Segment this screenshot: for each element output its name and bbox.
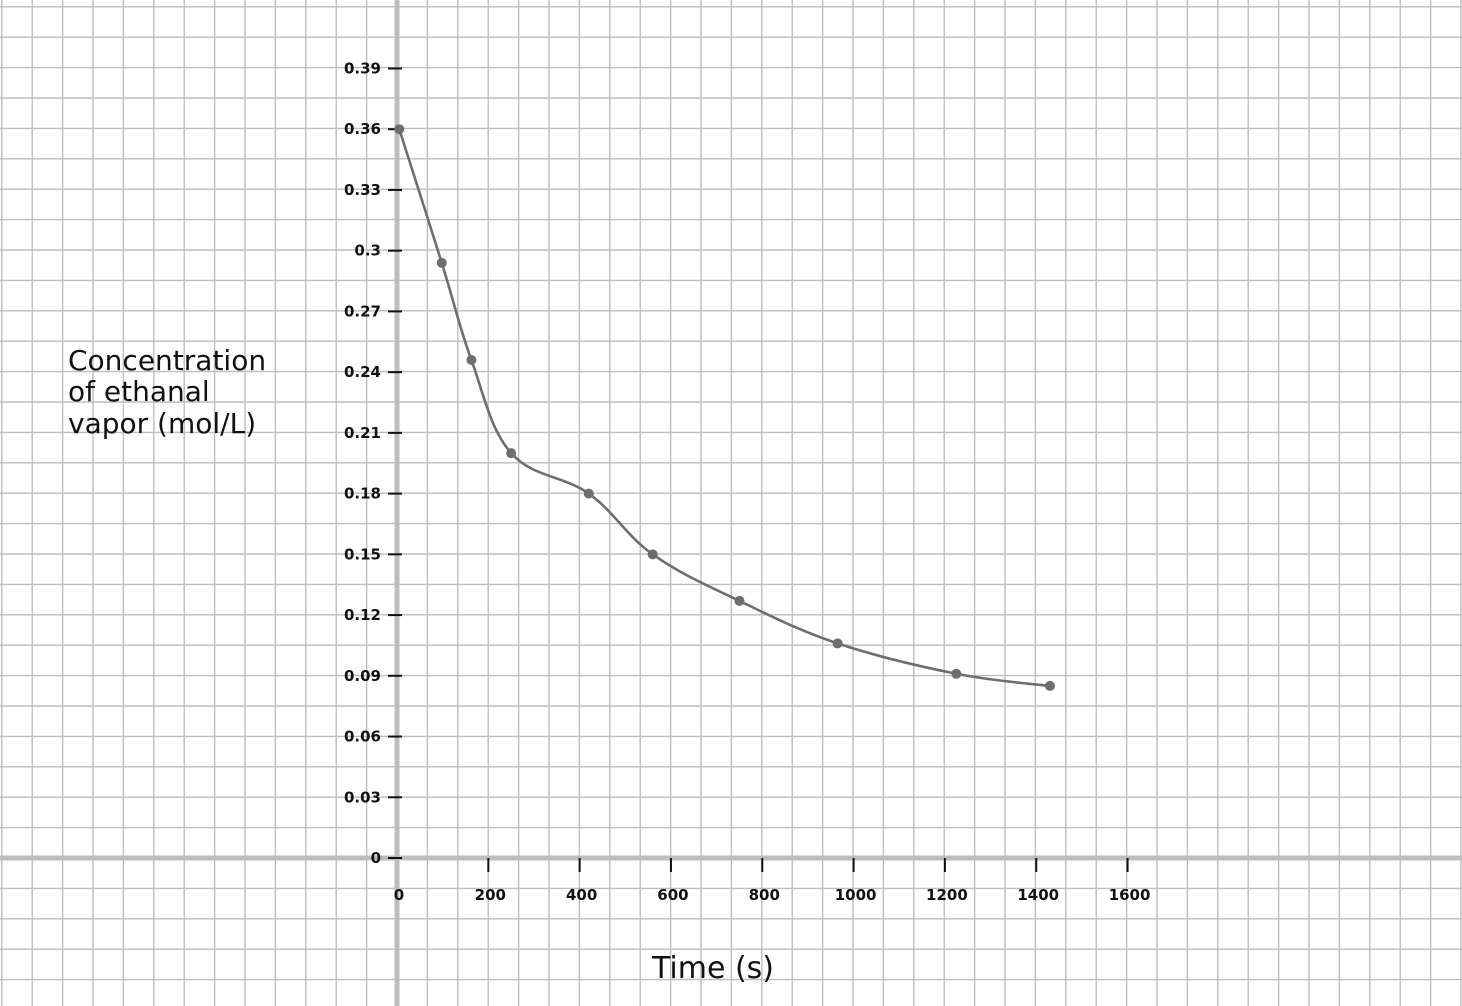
y-tick-label: 0.3 [354,242,381,260]
y-tick-label: 0.21 [344,424,381,442]
data-point [1044,680,1055,691]
x-tick-label: 200 [475,886,506,904]
x-tick-label: 1600 [1109,886,1151,904]
data-series [397,127,1052,688]
y-tick-label: 0 [371,849,381,867]
y-axis-title-line-1: Concentration [68,344,266,377]
data-point [583,488,594,499]
y-tick-labels: 0 0.03 0.06 0.09 0.12 0.15 0.18 0.21 0.24 0.27 0.3… [344,59,381,867]
data-point [647,549,658,560]
x-tick-label: 1400 [1017,886,1059,904]
data-point [734,595,745,606]
x-tick-label: 800 [749,886,780,904]
x-tick-labels: 0 200 400 600 800 1000 1200 1400 1600 [394,886,1151,904]
data-point [951,668,962,679]
data-point [436,257,447,268]
x-axis-title: Time (s) [651,951,774,986]
x-tick-label: 400 [566,886,597,904]
y-axis-title-line-2: of ethanal [68,375,210,408]
y-tick-label: 0.33 [344,181,381,199]
data-points [394,124,1055,691]
y-tick-label: 0.15 [344,545,381,563]
x-tick-label: 1200 [926,886,968,904]
x-tick-label: 600 [657,886,688,904]
y-tick-label: 0.18 [344,485,381,503]
y-tick-label: 0.06 [344,728,381,746]
data-point [506,448,517,459]
series-line [397,127,1052,688]
tick-marks [388,67,1129,872]
x-tick-label: 0 [394,886,404,904]
x-tick-label: 1000 [835,886,877,904]
y-tick-label: 0.36 [344,120,381,138]
y-tick-label: 0.03 [344,788,381,806]
y-axis-title: Concentration of ethanal vapor (mol/L) [68,344,266,440]
data-point [832,638,843,649]
data-point [394,124,405,135]
y-tick-label: 0.09 [344,667,381,685]
y-tick-label: 0.39 [344,59,381,77]
y-tick-label: 0.27 [344,302,381,320]
data-point [466,354,477,365]
y-tick-label: 0.24 [344,363,381,381]
y-axis-title-line-3: vapor (mol/L) [68,407,256,440]
y-tick-label: 0.12 [344,606,381,624]
